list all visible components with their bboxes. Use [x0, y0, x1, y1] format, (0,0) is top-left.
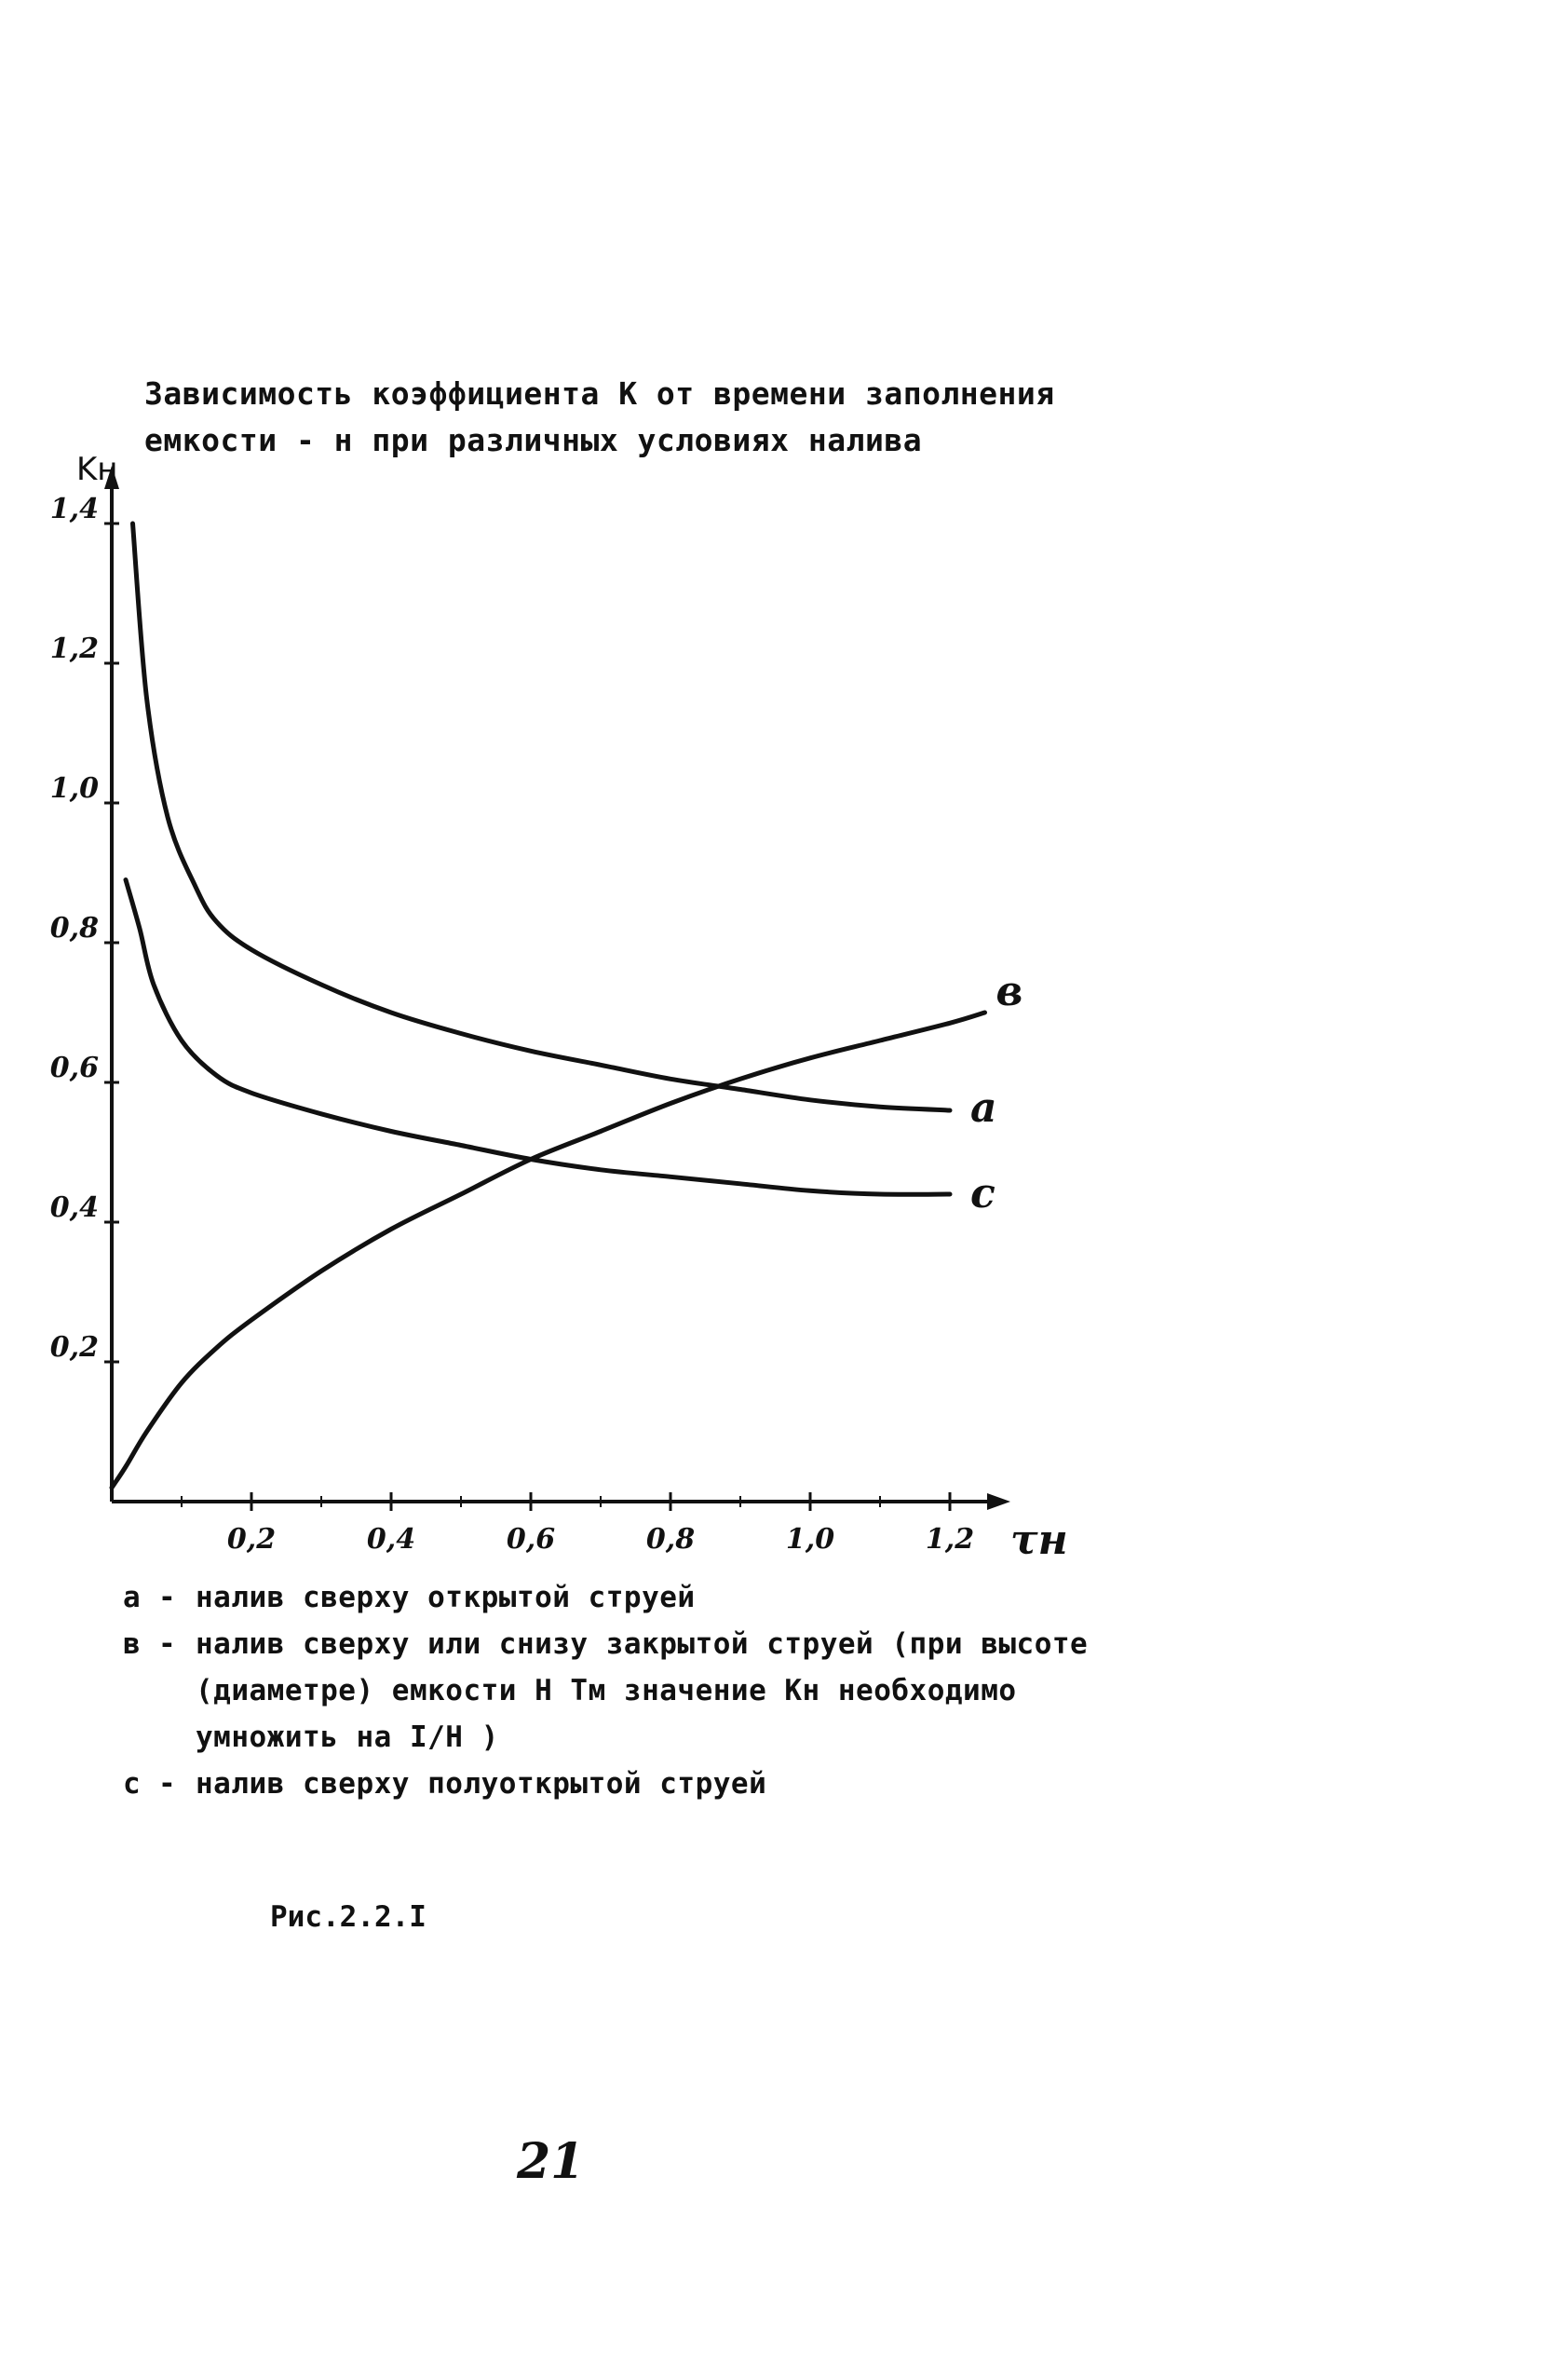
legend-key-a: а [123, 1581, 142, 1614]
x-tick-label: 0,4 [367, 1523, 415, 1556]
chart-axes [104, 466, 1010, 1510]
x-tick-label: 0,6 [507, 1523, 555, 1556]
chart-labels: 0,2 0,4 0,6 0,8 1,0 1,2 0,2 0,4 0,6 0,8 1,0 1,2 1,4 K… [50, 451, 1068, 1564]
x-tick-label: 0,8 [646, 1523, 695, 1556]
legend-item-c: с - налив сверху полуоткрытой струей [123, 1761, 1147, 1807]
y-tick-label: 1,2 [50, 632, 99, 665]
y-tick-label: 0,6 [50, 1052, 99, 1084]
legend-dash-b: - [158, 1627, 177, 1661]
x-tick-label: 1,0 [786, 1523, 834, 1556]
series-line-2 [109, 1010, 987, 1490]
series-label: в [996, 968, 1023, 1015]
legend-text-a: налив сверху открытой струей [196, 1581, 696, 1614]
chart-ticks [104, 522, 952, 1511]
x-axis-label: τн [1010, 1516, 1068, 1564]
legend-key-c: с [123, 1767, 142, 1801]
chart-title-line-2: емкости - н при различных условиях налив… [144, 422, 923, 458]
y-tick-label: 0,2 [50, 1331, 99, 1364]
series-label: c [970, 1170, 995, 1217]
legend-text-c: налив сверху полуоткрытой струей [196, 1767, 767, 1801]
legend-text-b-cont-2: умножить на I/H ) [196, 1720, 499, 1754]
chart-series [109, 521, 987, 1490]
series-line-1 [130, 521, 953, 1113]
y-axis-arrow [104, 466, 119, 489]
page-number: 21 [517, 2133, 585, 2190]
y-tick-label: 0,8 [50, 912, 99, 945]
x-axis-arrow [987, 1493, 1010, 1510]
legend-item-b: в - налив сверху или снизу закрытой стру… [123, 1621, 1147, 1667]
x-tick-label: 0,2 [227, 1523, 276, 1556]
chart-title-line-1: Зависимость коэффициента К от времени за… [144, 375, 1055, 412]
legend-item-a: а - налив сверху открытой струей [123, 1574, 1147, 1621]
legend-dash-c: - [158, 1767, 177, 1801]
y-tick-label: 1,4 [50, 493, 99, 525]
figure-caption: Рис.2.2.I [270, 1900, 427, 1934]
x-tick-label: 1,2 [926, 1523, 974, 1556]
y-axis-label: Kн [76, 451, 118, 488]
legend-dash-a: - [158, 1581, 177, 1614]
legend: а - налив сверху открытой струей в - нал… [123, 1574, 1147, 1807]
y-tick-label: 0,4 [50, 1191, 99, 1224]
legend-key-b: в [123, 1627, 142, 1661]
series-line-3 [123, 877, 953, 1197]
legend-text-b: налив сверху или снизу закрытой струей (… [196, 1627, 1089, 1661]
series-label: a [970, 1084, 997, 1132]
chart-title: Зависимость коэффициента К от времени за… [144, 371, 1076, 464]
legend-text-b-cont-1: (диаметре) емкости Н Тм значение Кн необ… [196, 1674, 1017, 1707]
y-tick-label: 1,0 [50, 772, 99, 805]
